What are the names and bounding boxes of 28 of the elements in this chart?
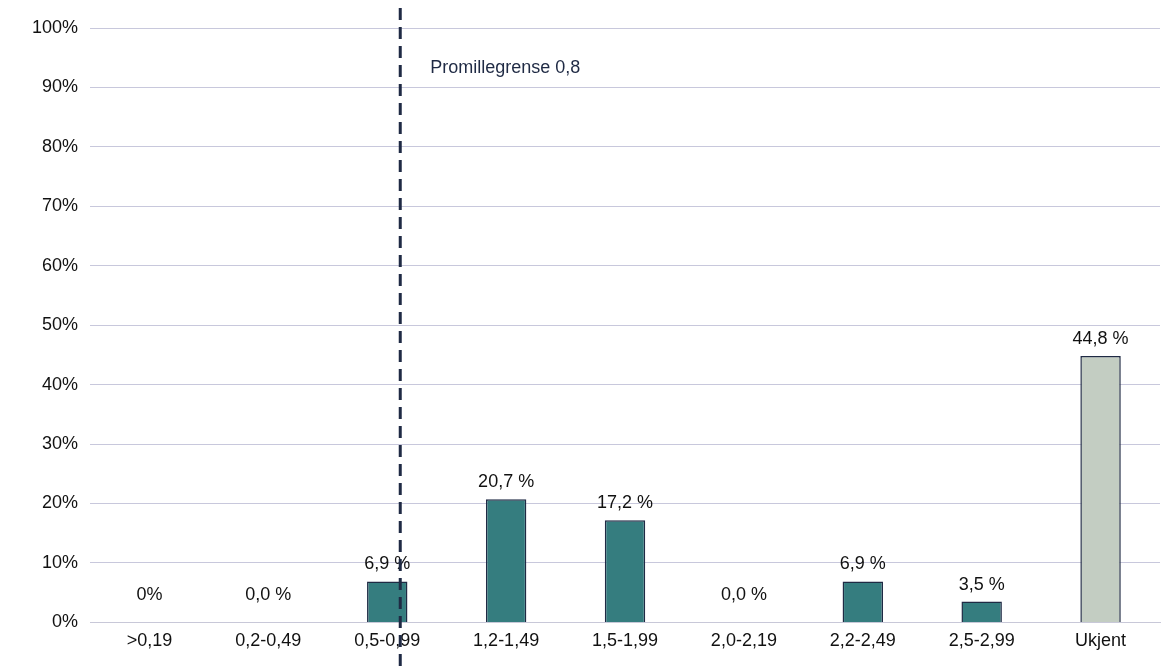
y-tick-label: 90% — [42, 76, 79, 97]
data-label: 0,0 % — [720, 584, 767, 605]
y-tick-label: 0% — [52, 611, 79, 632]
x-tick-label: >0,19 — [126, 630, 173, 651]
data-label: 3,5 % — [958, 573, 1005, 594]
data-label: 6,9 % — [839, 553, 886, 574]
y-tick-label: 60% — [42, 254, 79, 275]
y-tick-label: 40% — [42, 373, 79, 394]
x-tick-label: 1,5-1,99 — [591, 630, 659, 651]
data-label: 44,8 % — [1072, 328, 1129, 349]
x-tick-label: 0,2-0,49 — [235, 630, 302, 651]
y-tick-label: 70% — [42, 195, 79, 216]
x-tick-label: Ukjent — [1075, 630, 1127, 651]
data-label: 20,7 % — [478, 471, 535, 492]
data-label: 17,2 % — [597, 492, 654, 513]
x-tick-label: 2,0-2,19 — [710, 630, 777, 651]
data-label: 0,0 % — [245, 584, 292, 605]
data-label: 0% — [136, 584, 163, 605]
y-tick-label: 30% — [42, 433, 79, 454]
ref-line-label: Promillegrense 0,8 — [430, 56, 581, 77]
y-tick-label: 10% — [42, 551, 79, 572]
y-tick-label: 100% — [31, 16, 79, 37]
y-tick-label: 80% — [42, 135, 79, 156]
x-tick-label: 2,5-2,99 — [948, 630, 1015, 651]
x-tick-label: 1,2-1,49 — [473, 630, 540, 651]
y-tick-label: 50% — [42, 314, 79, 335]
y-tick-label: 20% — [42, 492, 79, 513]
x-tick-label: 2,2-2,49 — [829, 630, 896, 651]
